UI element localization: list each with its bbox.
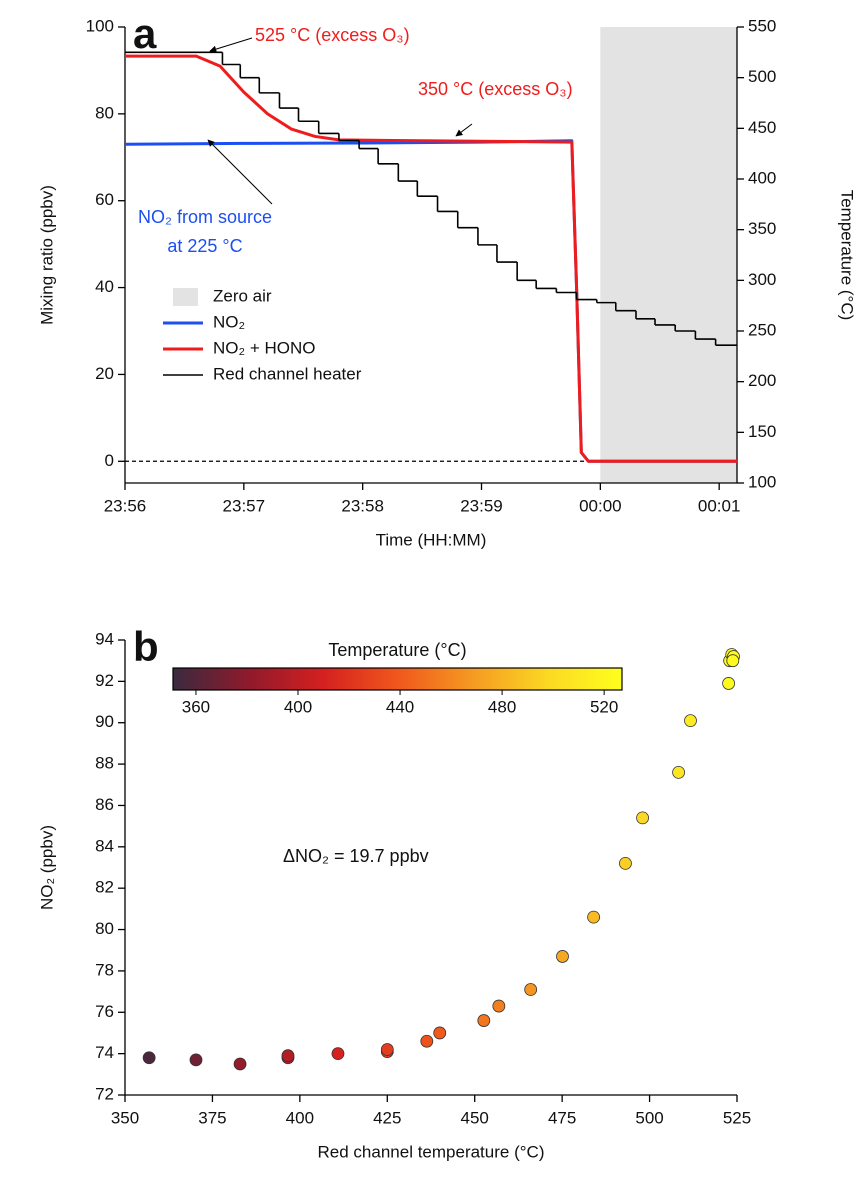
x-tick-label: 450 xyxy=(461,1108,489,1127)
y2-tick-label: 550 xyxy=(748,16,776,35)
colorbar-tick-label: 520 xyxy=(590,697,618,716)
y2-tick-label: 350 xyxy=(748,219,776,238)
y-tick-label: 20 xyxy=(95,364,114,383)
x-tick-label: 400 xyxy=(286,1108,314,1127)
point xyxy=(722,677,736,690)
y-tick-label: 92 xyxy=(95,671,114,690)
point xyxy=(684,714,697,728)
y-tick-label: 60 xyxy=(95,190,114,209)
point xyxy=(281,1049,295,1063)
point xyxy=(142,1051,156,1065)
x-tick-label: 23:58 xyxy=(341,496,384,515)
y2-tick-label: 200 xyxy=(748,371,776,390)
annotation-arrow xyxy=(209,37,253,53)
x-tick-label: 350 xyxy=(111,1108,139,1127)
y2-tick-label: 100 xyxy=(748,472,776,491)
y-tick-label: 90 xyxy=(95,712,114,731)
x-tick-label: 525 xyxy=(723,1108,751,1127)
y-tick-label: 80 xyxy=(95,103,114,122)
y-tick-label: 94 xyxy=(95,629,114,648)
x-tick-label: 475 xyxy=(548,1108,576,1127)
annotation: 350 °C (excess O₃) xyxy=(418,79,573,99)
shaded-region xyxy=(600,27,737,483)
annotation: at 225 °C xyxy=(167,236,242,256)
y-tick-label: 74 xyxy=(95,1043,114,1062)
point xyxy=(233,1057,247,1071)
legend-label: NO₂ xyxy=(213,312,245,331)
y-tick-label: 80 xyxy=(95,919,114,938)
main-layer: 23:56 23:57 23:58 23:59 00:00 00:01 0 20 40 60 80 1… xyxy=(37,10,856,1161)
y-tick-label: 72 xyxy=(95,1084,114,1103)
legend-swatch xyxy=(173,288,198,306)
point xyxy=(556,950,569,963)
point xyxy=(433,1026,447,1040)
y2-tick-label: 300 xyxy=(748,270,776,289)
x-tick-label: 425 xyxy=(373,1108,401,1127)
y-axis-label: Mixing ratio (ppbv) xyxy=(37,185,56,325)
series-line xyxy=(125,54,737,463)
point xyxy=(524,983,538,996)
point xyxy=(726,654,740,668)
x-tick-label: 00:00 xyxy=(579,496,622,515)
point xyxy=(636,811,649,825)
x-tick-label: 500 xyxy=(635,1108,663,1127)
y-tick-label: 88 xyxy=(95,754,114,773)
point xyxy=(331,1047,345,1061)
x-tick-label: 375 xyxy=(198,1108,226,1127)
y-axis-label: NO₂ (ppbv) xyxy=(37,825,56,910)
point xyxy=(477,1014,491,1027)
y-tick-label: 78 xyxy=(95,960,114,979)
legend-label: Red channel heater xyxy=(213,364,362,383)
colorbar-label: Temperature (°C) xyxy=(328,640,466,660)
colorbar xyxy=(172,667,623,691)
colorbar-tick-label: 480 xyxy=(488,697,516,716)
annotation: 525 °C (excess O₃) xyxy=(255,25,410,45)
legend-label: NO₂ + HONO xyxy=(213,338,315,357)
point xyxy=(189,1053,203,1067)
y-tick-label: 100 xyxy=(86,16,114,35)
x-tick-label: 23:59 xyxy=(460,496,503,515)
panel-label: b xyxy=(133,623,159,670)
annotation: NO₂ from source xyxy=(138,207,272,227)
y2-tick-label: 250 xyxy=(748,320,776,339)
colorbar-tick-label: 440 xyxy=(386,697,414,716)
y-tick-label: 0 xyxy=(105,451,114,470)
x-axis-label: Time (HH:MM) xyxy=(376,530,487,549)
annotation: ΔNO₂ = 19.7 ppbv xyxy=(283,846,429,866)
point xyxy=(672,765,685,779)
y2-tick-label: 400 xyxy=(748,168,776,187)
y-tick-label: 86 xyxy=(95,795,114,814)
annotation-arrow xyxy=(455,123,473,137)
y2-tick-label: 150 xyxy=(748,422,776,441)
panel-label: a xyxy=(133,10,157,57)
x-tick-label: 00:01 xyxy=(698,496,741,515)
y2-axis-label: Temperature (°C) xyxy=(838,190,857,321)
y-tick-label: 84 xyxy=(95,836,114,855)
y-tick-label: 82 xyxy=(95,878,114,897)
x-axis-label: Red channel temperature (°C) xyxy=(318,1142,545,1161)
y-tick-label: 76 xyxy=(95,1002,114,1021)
annotation-arrow xyxy=(207,139,273,205)
x-tick-label: 23:56 xyxy=(104,496,147,515)
point xyxy=(380,1043,394,1056)
point xyxy=(587,910,601,924)
colorbar-tick-label: 400 xyxy=(284,697,312,716)
point xyxy=(492,999,506,1013)
y2-tick-label: 450 xyxy=(748,118,776,137)
colorbar-tick-label: 360 xyxy=(182,697,210,716)
y2-tick-label: 500 xyxy=(748,67,776,86)
background-layer xyxy=(125,27,737,483)
legend-label: Zero air xyxy=(213,286,272,305)
point xyxy=(420,1034,434,1048)
point xyxy=(619,856,632,870)
x-tick-label: 23:57 xyxy=(223,496,266,515)
y-tick-label: 40 xyxy=(95,277,114,296)
